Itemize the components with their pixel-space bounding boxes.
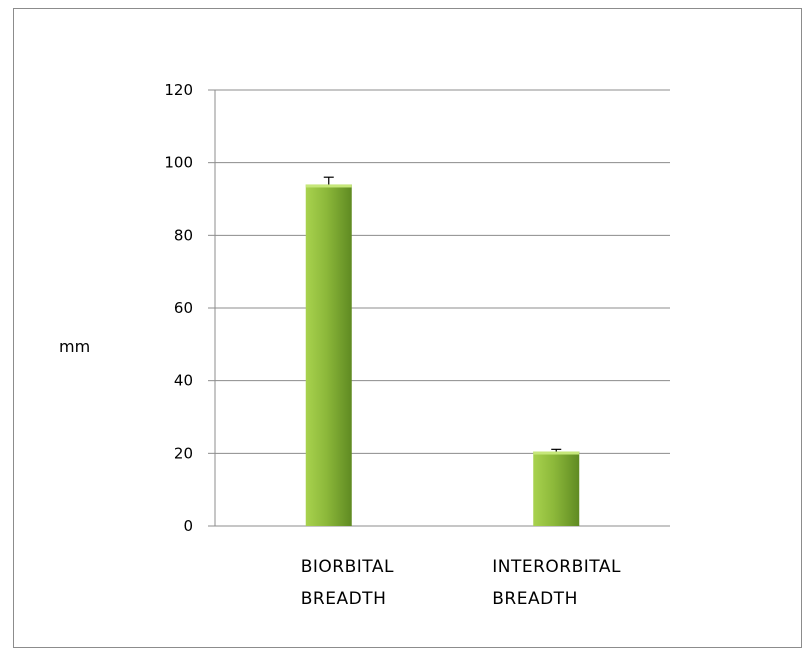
bar bbox=[533, 451, 580, 526]
x-category-label: BIORBITAL bbox=[301, 557, 394, 577]
bars bbox=[305, 176, 580, 526]
x-category-label: INTERORBITAL bbox=[492, 557, 621, 577]
bar bbox=[305, 184, 352, 526]
bar-chart: mm 0 20 40 60 80 100 120 BIORBITAL BREADTH INTERO… bbox=[59, 81, 670, 609]
y-tick-label: 80 bbox=[174, 226, 193, 244]
x-category-label: BREADTH bbox=[492, 589, 578, 609]
y-tick-label: 20 bbox=[174, 444, 193, 462]
bar-top-highlight bbox=[305, 184, 352, 188]
axes bbox=[208, 89, 670, 527]
y-axis-label: mm bbox=[59, 337, 90, 356]
y-tick-label: 120 bbox=[164, 81, 193, 99]
x-category-label: BREADTH bbox=[301, 589, 387, 609]
gridlines bbox=[215, 89, 670, 454]
y-tick-label: 60 bbox=[174, 299, 193, 317]
y-tick-label: 40 bbox=[174, 372, 193, 390]
labels: mm 0 20 40 60 80 100 120 BIORBITAL BREADTH INTERO… bbox=[59, 81, 621, 609]
y-tick-label: 0 bbox=[183, 517, 193, 535]
bar-top-highlight bbox=[533, 451, 580, 455]
y-tick-label: 100 bbox=[164, 154, 193, 172]
